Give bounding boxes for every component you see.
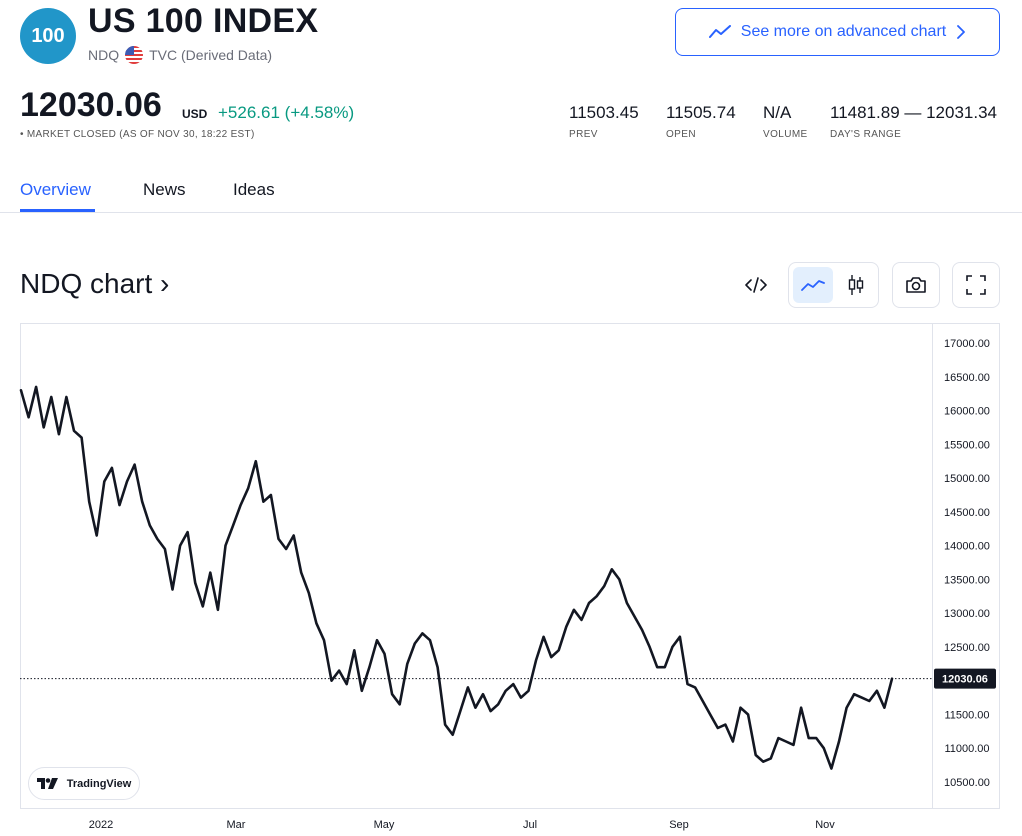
change-value: +526.61 — [218, 103, 280, 122]
y-tick-label: 17000.00 — [944, 338, 990, 350]
tradingview-label: TradingView — [66, 777, 132, 790]
tab-overview[interactable]: Overview — [20, 180, 91, 199]
chevron-right-icon — [957, 25, 966, 39]
x-tick-label: Sep — [669, 819, 689, 831]
change-percent: (+4.58%) — [284, 103, 355, 122]
stat-days-range: 11481.89 — 12031.34 DAY'S RANGE — [830, 103, 997, 140]
data-source-label: TVC (Derived Data) — [149, 47, 273, 63]
stat-value: 11481.89 — 12031.34 — [830, 103, 997, 122]
trend-line-icon — [708, 25, 731, 38]
us-flag-icon — [125, 46, 144, 64]
line-chart-button[interactable] — [793, 267, 833, 303]
y-tick-label: 11500.00 — [944, 709, 989, 721]
snapshot-button[interactable] — [892, 262, 940, 308]
price-series-line — [19, 385, 894, 770]
stat-open: 11505.74 OPEN — [666, 103, 736, 140]
x-tick-label: 2022 — [89, 819, 113, 831]
market-status: • MARKET CLOSED (AS OF NOV 30, 18:22 EST… — [20, 129, 255, 140]
candlestick-button[interactable] — [837, 267, 875, 303]
stat-label: VOLUME — [763, 129, 808, 140]
last-price-label: 12030.06 — [942, 674, 988, 686]
ticker-label: NDQ — [88, 47, 120, 63]
advanced-chart-label: See more on advanced chart — [740, 23, 947, 40]
y-tick-label: 15000.00 — [944, 473, 990, 485]
x-tick-label: Nov — [815, 819, 835, 831]
y-tick-label: 16500.00 — [944, 372, 990, 384]
y-tick-label: 12500.00 — [944, 642, 990, 654]
tradingview-logo-icon — [36, 777, 58, 789]
fullscreen-icon — [966, 275, 986, 295]
price-axis-separator — [932, 323, 933, 809]
x-tick-label: Jul — [523, 819, 537, 831]
stat-volume: N/A VOLUME — [763, 103, 808, 140]
y-tick-label: 10500.00 — [944, 777, 990, 789]
x-tick-label: May — [374, 819, 395, 831]
y-tick-label: 11000.00 — [944, 743, 989, 755]
tradingview-logo-badge[interactable]: TradingView — [28, 767, 140, 800]
y-tick-label: 13500.00 — [944, 574, 990, 586]
stat-label: DAY'S RANGE — [830, 129, 902, 140]
stat-label: OPEN — [666, 129, 696, 140]
last-price-label-box — [934, 668, 996, 689]
chart-title-link[interactable]: NDQ chart › — [20, 268, 170, 299]
stat-value: 11505.74 — [666, 103, 736, 122]
page-title: US 100 INDEX — [88, 2, 319, 40]
y-tick-label: 16000.00 — [944, 406, 990, 418]
tab-news[interactable]: News — [143, 180, 186, 199]
line-chart-icon — [801, 280, 825, 291]
camera-icon — [906, 277, 926, 293]
chart-frame[interactable] — [20, 323, 1000, 809]
active-tab-indicator — [20, 209, 95, 212]
stat-value: N/A — [763, 103, 792, 122]
last-price: 12030.06 — [20, 86, 162, 124]
y-tick-label: 15500.00 — [944, 439, 990, 451]
embed-button[interactable] — [734, 262, 778, 308]
price-chart[interactable]: 17000.00 16500.00 16000.00 15500.00 15000.00… — [0, 323, 1022, 836]
symbol-subtitle: NDQ TVC (Derived Data) — [88, 46, 272, 64]
y-tick-label: 13000.00 — [944, 608, 990, 620]
stat-prev: 11503.45 PREV — [569, 103, 639, 140]
currency-label: USD — [182, 107, 208, 121]
code-icon — [745, 277, 767, 293]
advanced-chart-button[interactable]: See more on advanced chart — [675, 8, 1000, 56]
stat-label: PREV — [569, 129, 598, 140]
y-tick-label: 14500.00 — [944, 507, 990, 519]
price-change: +526.61 (+4.58%) — [218, 103, 354, 123]
symbol-badge: 100 — [20, 8, 76, 64]
chart-style-group — [788, 262, 879, 308]
fullscreen-button[interactable] — [952, 262, 1000, 308]
y-tick-label: 14000.00 — [944, 541, 990, 553]
stat-value: 11503.45 — [569, 103, 639, 122]
candlestick-icon — [848, 275, 864, 295]
tab-bar: Overview News Ideas — [0, 170, 1022, 213]
tab-ideas[interactable]: Ideas — [233, 180, 275, 199]
x-tick-label: Mar — [227, 819, 246, 831]
